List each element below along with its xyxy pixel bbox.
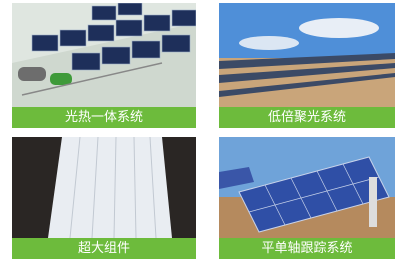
tile-caption: 超大组件 (12, 238, 196, 259)
tile-caption: 低倍聚光系统 (219, 107, 395, 128)
tile-caption: 光热一体系统 (12, 107, 196, 128)
page: {"tiles": [ {"caption": "光热一体系统"}, {"cap… (0, 0, 395, 262)
product-tile[interactable]: 光热一体系统 (12, 3, 196, 128)
product-image (12, 3, 196, 107)
tile-caption: 平单轴跟踪系统 (219, 238, 395, 259)
product-image (219, 137, 395, 238)
product-image (12, 137, 196, 238)
product-image (219, 3, 395, 107)
product-tile[interactable]: 平单轴跟踪系统 (219, 137, 395, 259)
product-tile[interactable]: 低倍聚光系统 (219, 3, 395, 128)
product-tile[interactable]: 超大组件 (12, 137, 196, 259)
